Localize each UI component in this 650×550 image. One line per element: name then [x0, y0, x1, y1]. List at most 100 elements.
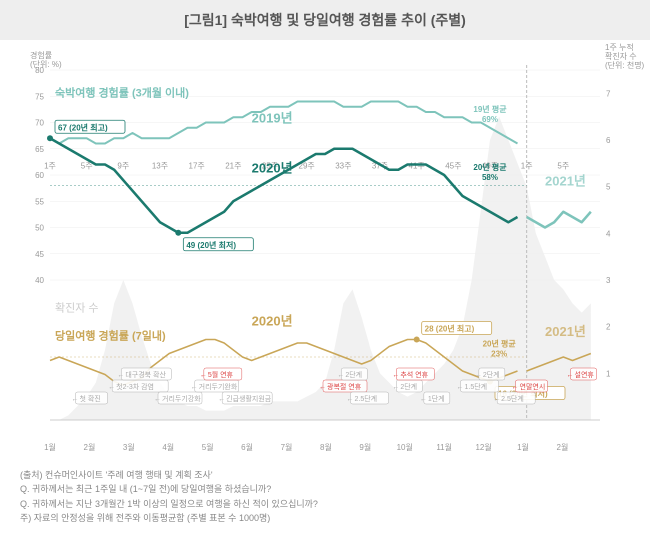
svg-text:1월: 1월	[517, 442, 529, 452]
svg-text:←: ←	[319, 384, 326, 391]
svg-text:←: ←	[154, 396, 161, 403]
svg-text:12월: 12월	[475, 442, 491, 452]
svg-text:69%: 69%	[482, 115, 498, 124]
svg-text:광복절 연휴: 광복절 연휴	[327, 382, 362, 391]
svg-text:45: 45	[35, 250, 44, 259]
footer-source: (출처) 컨슈머인사이트 '주례 여행 행태 및 계획 조사'	[20, 468, 630, 482]
svg-text:2021년: 2021년	[545, 174, 586, 189]
svg-text:←: ←	[567, 372, 574, 379]
svg-text:5주: 5주	[557, 161, 569, 170]
svg-text:거리두기완화: 거리두기완화	[199, 382, 238, 391]
chart-plot-area: 4045505560657075801234567경험률(단위: %)1주 누적…	[0, 40, 650, 460]
svg-text:49 (20년 최저): 49 (20년 최저)	[186, 240, 236, 250]
svg-text:11월: 11월	[436, 442, 452, 452]
svg-text:9월: 9월	[359, 442, 371, 452]
chart-container: [그림1] 숙박여행 및 당일여행 경험률 추이 (주별) 4045505560…	[0, 0, 650, 550]
svg-text:대구경북 확산: 대구경북 확산	[125, 370, 166, 379]
svg-text:8월: 8월	[320, 442, 332, 452]
footer-q1: Q. 귀하께서는 최근 1주일 내 (1~7일 전)에 당일여행을 하셨습니까?	[20, 482, 630, 496]
svg-text:←: ←	[117, 372, 124, 379]
chart-title: [그림1] 숙박여행 및 당일여행 경험률 추이 (주별)	[0, 0, 650, 40]
svg-text:←: ←	[392, 384, 399, 391]
svg-text:설연휴: 설연휴	[575, 370, 595, 379]
svg-text:거리두기강화: 거리두기강화	[162, 394, 201, 403]
svg-text:20년 평균: 20년 평균	[473, 162, 507, 172]
svg-text:2: 2	[606, 323, 611, 332]
footer-q2: Q. 귀하께서는 지난 3개월간 1박 이상의 일정으로 여행을 하신 적이 있…	[20, 497, 630, 511]
svg-text:67 (20년 최고): 67 (20년 최고)	[58, 122, 108, 132]
svg-text:1주 누적: 1주 누적	[605, 42, 634, 52]
svg-text:33주: 33주	[335, 161, 351, 170]
svg-text:19년 평균: 19년 평균	[473, 104, 507, 114]
svg-text:첫 확진: 첫 확진	[80, 394, 101, 403]
svg-text:첫2-3차 감염: 첫2-3차 감염	[116, 382, 154, 391]
svg-text:2.5단계: 2.5단계	[501, 394, 524, 403]
svg-text:(단위: 천명): (단위: 천명)	[605, 60, 645, 70]
svg-text:10월: 10월	[397, 442, 413, 452]
svg-text:←: ←	[200, 372, 207, 379]
svg-text:2019년: 2019년	[252, 111, 293, 126]
svg-text:1월: 1월	[44, 442, 56, 452]
svg-text:추석 연휴: 추석 연휴	[400, 370, 428, 379]
svg-text:1.5단계: 1.5단계	[465, 382, 488, 391]
svg-text:←: ←	[347, 396, 354, 403]
svg-text:2단계: 2단계	[345, 370, 362, 379]
svg-text:←: ←	[191, 384, 198, 391]
svg-text:←: ←	[108, 384, 115, 391]
svg-text:5월 연휴: 5월 연휴	[208, 370, 234, 379]
svg-text:확진자 수: 확진자 수	[605, 51, 637, 61]
svg-text:7: 7	[606, 89, 611, 98]
svg-text:←: ←	[457, 384, 464, 391]
svg-text:2단계: 2단계	[400, 382, 417, 391]
svg-text:←: ←	[337, 372, 344, 379]
svg-text:4월: 4월	[162, 442, 174, 452]
svg-text:58%: 58%	[482, 173, 498, 182]
chart-svg: 4045505560657075801234567경험률(단위: %)1주 누적…	[0, 40, 650, 460]
svg-text:6: 6	[606, 136, 611, 145]
svg-text:3월: 3월	[123, 442, 135, 452]
svg-text:75: 75	[35, 92, 44, 101]
chart-footer: (출처) 컨슈머인사이트 '주례 여행 행태 및 계획 조사' Q. 귀하께서는…	[0, 460, 650, 534]
svg-text:숙박여행 경험률 (3개월 이내): 숙박여행 경험률 (3개월 이내)	[55, 85, 189, 99]
svg-text:7월: 7월	[281, 442, 293, 452]
svg-text:1주: 1주	[44, 161, 56, 170]
svg-text:70: 70	[35, 119, 44, 128]
svg-text:40: 40	[35, 276, 44, 285]
svg-text:←: ←	[493, 396, 500, 403]
svg-text:긴급생활지원금: 긴급생활지원금	[226, 394, 272, 403]
svg-text:55: 55	[35, 197, 44, 206]
svg-text:2단계: 2단계	[483, 370, 500, 379]
svg-text:20년 평균: 20년 평균	[483, 339, 517, 349]
svg-text:연말연시: 연말연시	[520, 383, 546, 391]
svg-text:←: ←	[392, 372, 399, 379]
svg-text:9주: 9주	[117, 161, 129, 170]
svg-text:5월: 5월	[202, 442, 214, 452]
svg-text:2.5단계: 2.5단계	[355, 394, 378, 403]
svg-text:2월: 2월	[557, 442, 569, 452]
svg-text:←: ←	[420, 396, 427, 403]
svg-text:13주: 13주	[152, 161, 168, 170]
svg-text:(단위: %): (단위: %)	[30, 59, 62, 69]
svg-text:60: 60	[35, 171, 44, 180]
svg-text:17주: 17주	[189, 161, 205, 170]
svg-text:23%: 23%	[491, 350, 507, 359]
svg-text:21주: 21주	[225, 161, 241, 170]
svg-text:2월: 2월	[84, 442, 96, 452]
footer-note: 주) 자료의 안정성을 위해 전주와 이동평균함 (주별 표본 수 1000명)	[20, 511, 630, 525]
svg-text:6월: 6월	[241, 442, 253, 452]
svg-text:당일여행 경험률 (7일내): 당일여행 경험률 (7일내)	[55, 329, 166, 343]
svg-text:←: ←	[72, 396, 79, 403]
svg-text:←: ←	[512, 384, 519, 391]
svg-text:1단계: 1단계	[428, 394, 445, 403]
svg-text:3: 3	[606, 276, 611, 285]
svg-text:65: 65	[35, 145, 44, 154]
svg-text:←: ←	[475, 372, 482, 379]
svg-text:2021년: 2021년	[545, 324, 586, 339]
svg-text:2020년: 2020년	[252, 160, 293, 175]
svg-text:4: 4	[606, 229, 611, 238]
svg-text:50: 50	[35, 224, 44, 233]
svg-text:확진자 수: 확진자 수	[55, 302, 99, 315]
svg-text:45주: 45주	[445, 161, 461, 170]
svg-text:5: 5	[606, 183, 611, 192]
svg-text:28 (20년 최고): 28 (20년 최고)	[425, 324, 475, 334]
